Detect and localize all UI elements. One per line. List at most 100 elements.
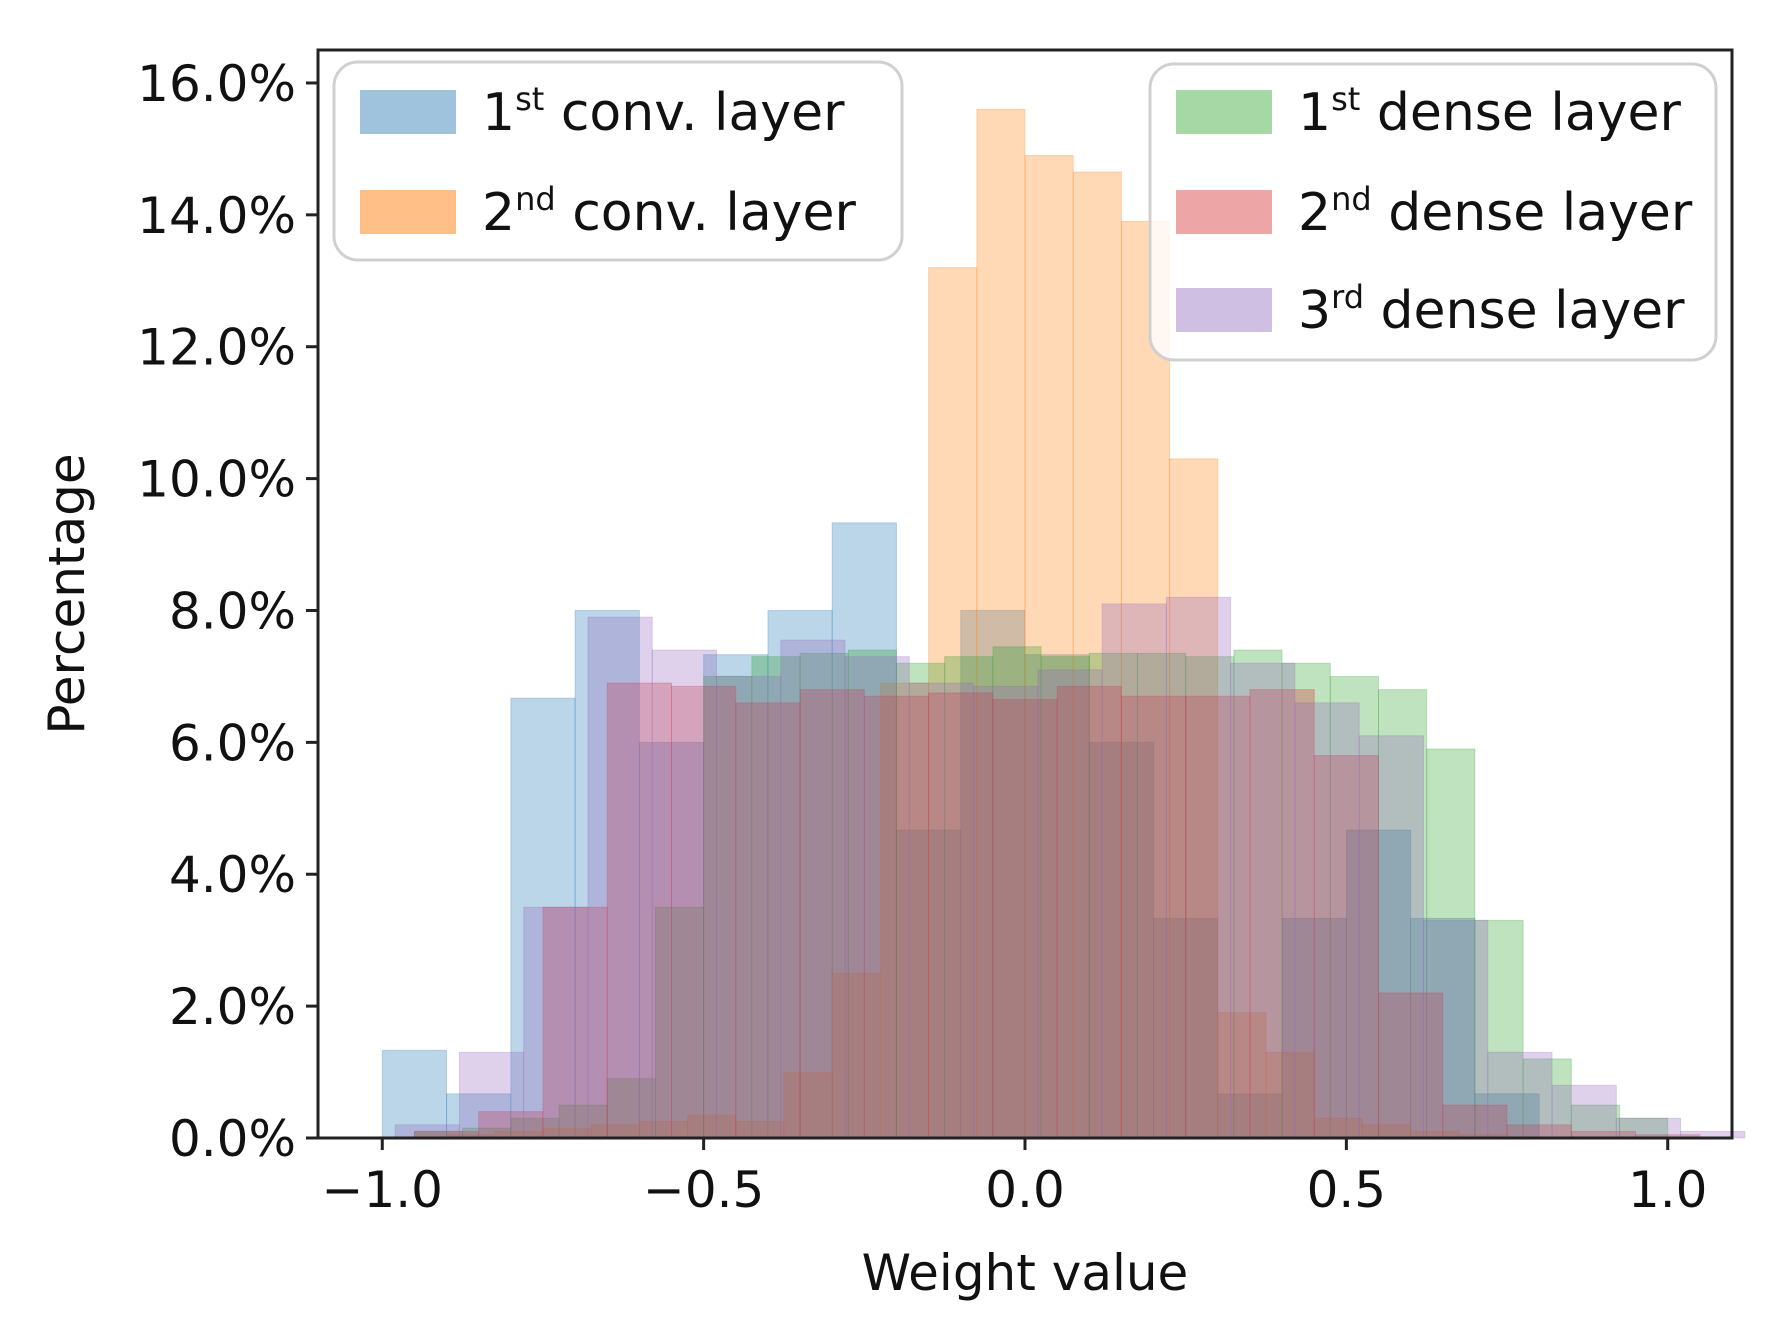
bar [523,906,589,1139]
bar [1551,1084,1617,1139]
bar [1056,685,1122,1139]
legend-box [332,60,904,262]
bar [1422,919,1489,1139]
bar [1040,656,1090,1139]
bar [844,656,910,1139]
legend-top-right: 1st dense layer 2nd dense layer 3rd dense … [1148,62,1718,362]
y-tick-label: 10.0% [137,451,296,509]
bar [394,1124,460,1139]
bar [1072,171,1122,1139]
bar [1474,919,1524,1139]
series-1 [381,522,1540,1139]
bar [671,685,737,1139]
legend-label: 3rd dense layer [1298,278,1685,341]
bar [1378,689,1428,1139]
bar [458,1051,525,1139]
bar [1487,1051,1553,1139]
bar [654,906,705,1139]
series-3 [413,646,1669,1139]
legend-swatch [360,90,456,134]
bar [863,695,930,1139]
series-5 [394,596,1746,1139]
bar [1426,748,1476,1139]
bar [1281,662,1331,1139]
bar [831,522,897,1139]
y-tick-label: 6.0% [169,714,296,772]
bar [574,609,640,1139]
bar [1281,917,1347,1139]
bar [1294,702,1360,1139]
x-tick-label: 0.5 [1307,1161,1387,1219]
legend-label: 1st conv. layer [482,80,845,143]
bar [1217,1093,1283,1139]
bar [1233,649,1283,1139]
bar [1185,695,1251,1139]
legend-swatch [1176,190,1272,234]
x-tick-label: 0.0 [985,1161,1065,1219]
y-tick-label: 8.0% [169,582,296,640]
bar [960,609,1026,1139]
bar [715,675,782,1139]
bar [587,616,653,1139]
bar [1313,755,1380,1139]
y-axis: 0.0% 2.0% 4.0% 6.0% 8.0% 10.0% 12.0% 14.0% 16.0% [137,55,318,1168]
series-2 [446,108,1508,1139]
x-tick-label: −0.5 [643,1161,764,1219]
bar [1024,654,1090,1139]
bar [847,649,897,1139]
bar [928,692,994,1139]
x-tick-label: 1.0 [1628,1161,1708,1219]
bar [1410,917,1476,1139]
bar [879,682,930,1139]
bar [780,639,846,1139]
bar [1088,652,1138,1139]
bar [1249,689,1315,1139]
bar [799,652,849,1139]
bar [1185,656,1235,1139]
y-tick-label: 4.0% [169,846,296,904]
bar [1378,992,1444,1139]
bar [1474,1093,1540,1139]
bar [1165,596,1232,1139]
bar [1570,1104,1621,1139]
bar [1037,669,1103,1139]
bar [973,685,1039,1139]
bar [1217,1012,1267,1139]
bar [510,697,576,1139]
bar [1522,1058,1572,1139]
bar [1442,1104,1508,1139]
bar [478,1111,544,1139]
bar [831,972,881,1139]
bar [1358,735,1424,1139]
bar [1088,741,1155,1139]
legend-swatch [1176,288,1272,332]
bar [606,682,673,1139]
y-axis-label: Percentage [38,453,96,734]
legend-box [1148,62,1718,362]
bar [1136,652,1187,1139]
y-tick-label: 12.0% [137,319,296,377]
bar [703,654,769,1139]
bar [651,649,717,1139]
bar [799,689,865,1139]
bar [606,1078,656,1139]
legend-top-left: 1st conv. layer 2nd conv. layer [332,60,904,262]
bar [638,741,705,1139]
bar [1230,662,1296,1139]
bar [1120,695,1187,1139]
legend-label: 2nd dense layer [1298,180,1693,243]
bar [558,1104,608,1139]
bar [992,646,1042,1139]
bar [381,1049,448,1139]
x-axis-label: Weight value [862,1244,1189,1302]
bar [542,906,608,1139]
bar [895,662,946,1139]
y-tick-label: 14.0% [137,187,296,245]
bar [908,682,975,1139]
bar [1153,917,1219,1139]
x-tick-label: −1.0 [322,1161,443,1219]
bar [992,699,1058,1139]
bar [446,1093,512,1139]
legend-label: 2nd conv. layer [482,180,856,243]
